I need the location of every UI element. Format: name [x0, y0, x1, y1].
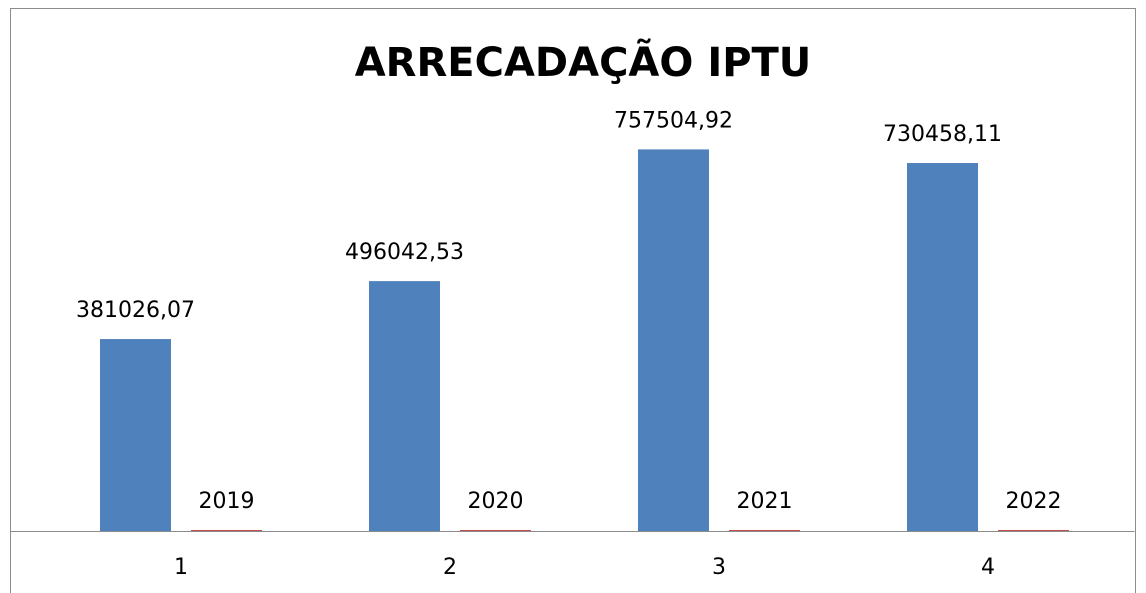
- x-tick-label: 2: [443, 555, 457, 580]
- x-tick-label: 3: [712, 555, 726, 580]
- data-label: 2021: [737, 489, 793, 514]
- bar: [191, 529, 262, 531]
- bar: [638, 149, 709, 531]
- x-tick-label: 4: [981, 555, 995, 580]
- bar: [729, 529, 800, 531]
- data-label: 496042,53: [345, 240, 464, 265]
- data-label: 2019: [199, 489, 255, 514]
- bar: [460, 529, 531, 531]
- chart-title: ARRECADAÇÃO IPTU: [355, 37, 812, 86]
- bar: [100, 339, 171, 531]
- x-tick-label: 1: [174, 555, 188, 580]
- data-label: 730458,11: [883, 122, 1002, 147]
- data-label: 2020: [468, 489, 524, 514]
- data-label: 381026,07: [76, 298, 195, 323]
- bar: [369, 281, 440, 531]
- bar: [998, 529, 1069, 531]
- data-label: 2022: [1006, 489, 1062, 514]
- bar: [907, 163, 978, 531]
- data-label: 757504,92: [614, 108, 733, 133]
